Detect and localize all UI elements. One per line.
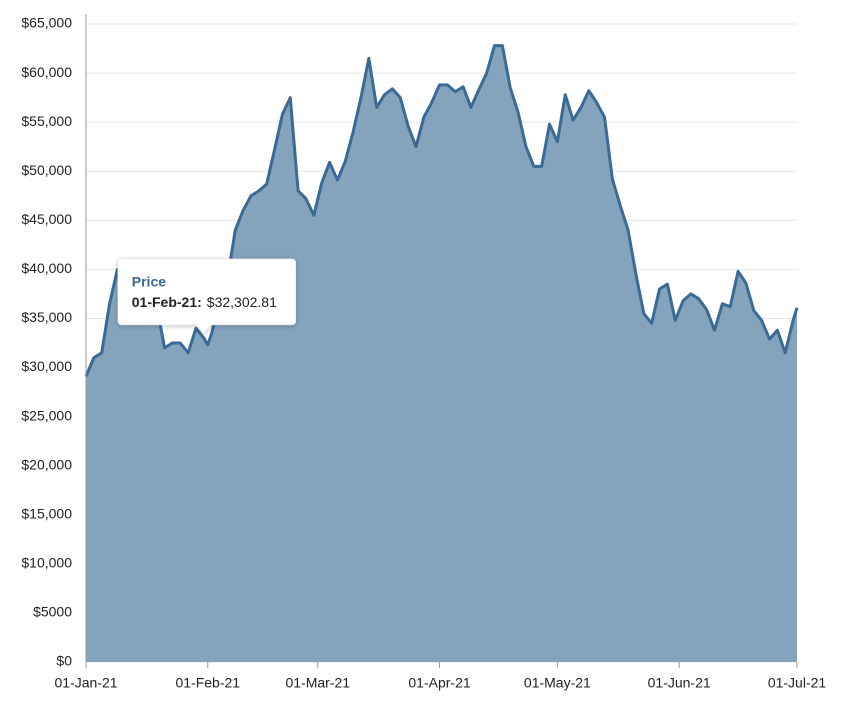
- tooltip-text: 01-Feb-21: $32,302.81: [132, 294, 277, 310]
- x-tick-label: 01-Mar-21: [285, 675, 350, 691]
- y-tick-label: $65,000: [21, 15, 72, 31]
- y-tick-label: $50,000: [21, 162, 72, 178]
- y-tick-label: $30,000: [21, 358, 72, 374]
- tooltip: [117, 258, 297, 335]
- y-tick-label: $40,000: [21, 260, 72, 276]
- y-tick-label: $35,000: [21, 309, 72, 325]
- y-tick-label: $5000: [33, 604, 72, 620]
- x-tick-label: 01-Apr-21: [408, 675, 470, 691]
- y-tick-label: $0: [56, 653, 72, 669]
- x-tick-label: 01-Jan-21: [54, 675, 117, 691]
- y-tick-label: $45,000: [21, 211, 72, 227]
- x-tick-label: 01-Jun-21: [648, 675, 711, 691]
- tooltip-box: [117, 258, 297, 335]
- y-tick-label: $20,000: [21, 456, 72, 472]
- x-tick-label: 01-Jul-21: [768, 675, 827, 691]
- y-tick-label: $25,000: [21, 407, 72, 423]
- tooltip-date: 01-Feb-21:: [132, 294, 202, 310]
- x-tick-label: 01-Feb-21: [175, 675, 240, 691]
- area: [86, 45, 797, 662]
- tooltip-series: Price: [132, 274, 166, 290]
- y-tick-label: $55,000: [21, 113, 72, 129]
- x-tick-label: 01-May-21: [524, 675, 591, 691]
- tooltip-value: $32,302.81: [207, 294, 277, 310]
- y-tick-label: $15,000: [21, 505, 72, 521]
- y-tick-label: $10,000: [21, 555, 72, 571]
- y-tick-label: $60,000: [21, 64, 72, 80]
- line: [84, 44, 799, 377]
